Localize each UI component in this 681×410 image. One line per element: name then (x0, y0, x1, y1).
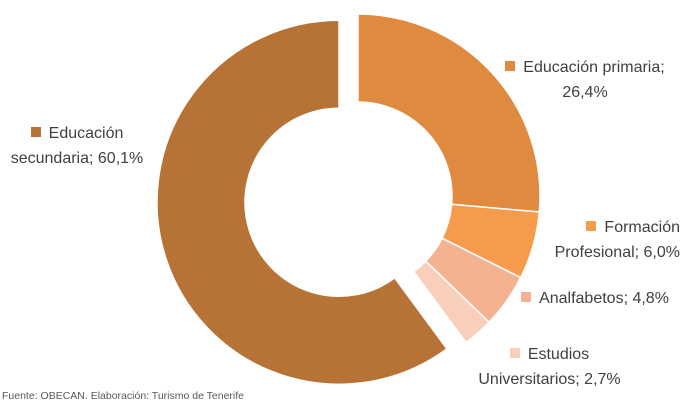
label-text: Educación primaria; 26,4% (523, 59, 665, 101)
legend-marker (509, 348, 520, 358)
data-label: Educación secundaria; 60,1% (4, 121, 150, 171)
label-text: Educación secundaria; 60,1% (10, 125, 144, 167)
legend-marker (521, 292, 532, 302)
label-text: Estudios Universitarios; 2,7% (478, 346, 621, 388)
donut-slice (156, 19, 448, 385)
legend-marker (30, 127, 41, 137)
data-label: Analfabetos; 4,8% (520, 286, 670, 311)
data-label: Educación primaria; 26,4% (500, 55, 670, 105)
legend-marker (505, 61, 516, 71)
donut-slice (357, 13, 541, 213)
legend-marker (586, 221, 597, 231)
label-text: Formación Profesional; 6,0% (554, 219, 680, 261)
data-label: Estudios Universitarios; 2,7% (462, 342, 637, 392)
data-label: Formación Profesional; 6,0% (552, 215, 680, 265)
donut-slice (412, 260, 491, 344)
label-text: Analfabetos; 4,8% (539, 290, 669, 307)
source-note: Fuente: OBECAN. Elaboración: Turismo de … (2, 390, 245, 402)
